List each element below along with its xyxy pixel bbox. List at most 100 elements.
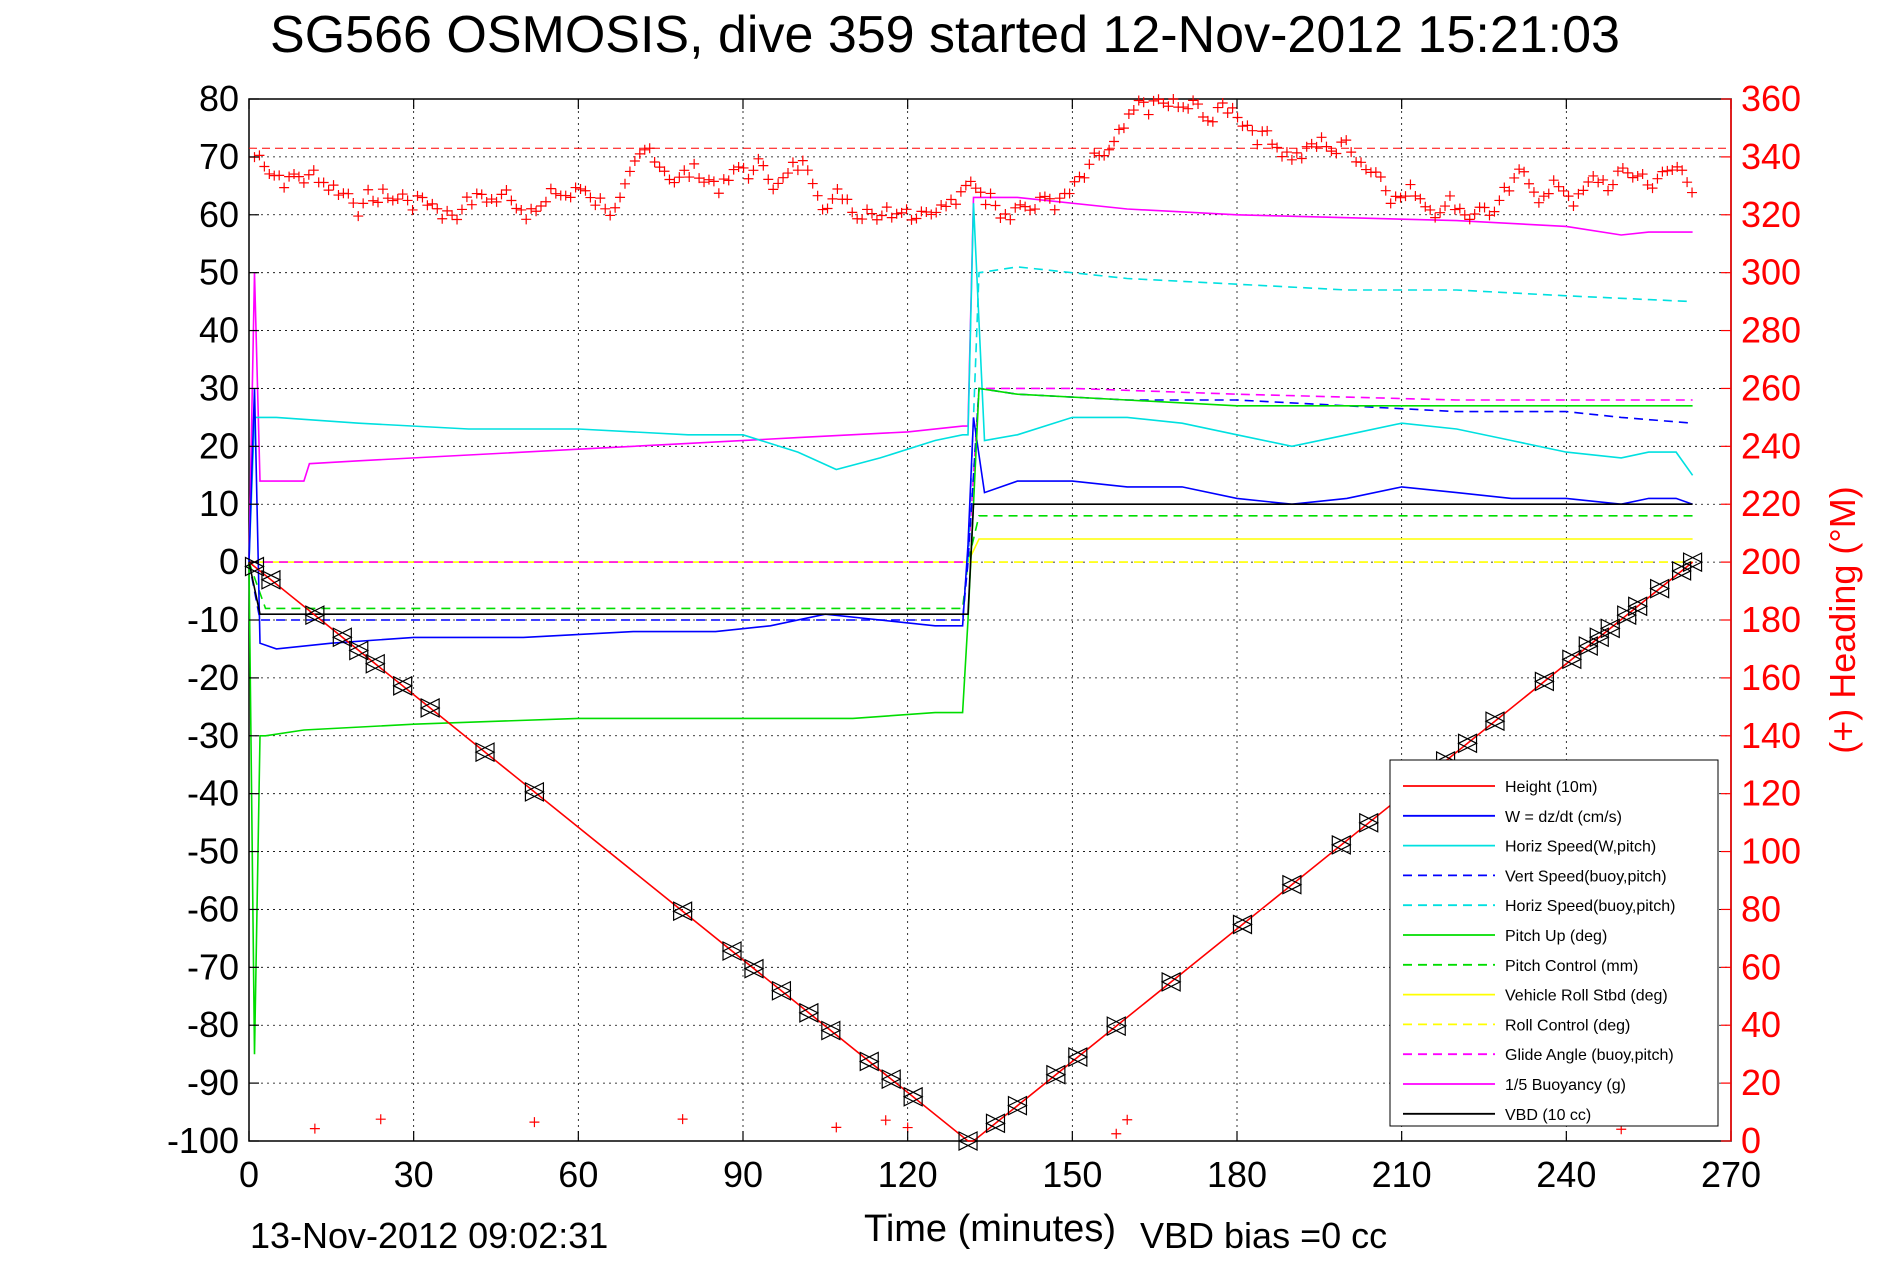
heading-marker: [817, 204, 828, 215]
heading-marker: [832, 183, 843, 194]
heading-marker: [422, 200, 433, 211]
x-tick-label: 120: [878, 1154, 938, 1195]
legend-label: Glide Angle (buoy,pitch): [1505, 1047, 1674, 1064]
heading-marker: [931, 207, 942, 218]
heading-marker: [916, 206, 927, 217]
heading-marker: [1212, 102, 1223, 113]
y2-tick-label: 260: [1741, 367, 1801, 408]
series-line: [248, 387, 1693, 1055]
heading-marker: [1030, 204, 1041, 215]
heading-marker: [540, 196, 551, 207]
heading-marker: [634, 148, 645, 159]
y2-axis-label: (+) Heading (°M): [1822, 486, 1863, 753]
heading-marker: [1143, 109, 1154, 120]
height-marker: [1649, 578, 1670, 599]
height-marker: [304, 605, 325, 626]
heading-marker: [1677, 165, 1688, 176]
heading-marker: [1321, 141, 1332, 152]
heading-marker: [1528, 187, 1539, 198]
footer-timestamp: 13-Nov-2012 09:02:31: [250, 1215, 608, 1256]
heading-marker: [1662, 165, 1673, 176]
x-tick-label: 30: [394, 1154, 434, 1195]
heading-marker: [461, 192, 472, 203]
heading-marker: [773, 178, 784, 189]
heading-marker: [857, 214, 868, 225]
x-tick-label: 180: [1207, 1154, 1267, 1195]
heading-marker: [570, 182, 581, 193]
height-marker: [524, 781, 545, 802]
heading-marker: [921, 206, 932, 217]
heading-marker: [1543, 188, 1554, 199]
heading-marker: [1099, 150, 1110, 161]
heading-marker: [412, 190, 423, 201]
heading-marker: [1603, 185, 1614, 196]
y-tick-label: -90: [187, 1062, 239, 1103]
heading-marker: [526, 203, 537, 214]
heading-marker: [847, 207, 858, 218]
legend-item: Roll Control (deg): [1403, 1017, 1630, 1034]
y-tick-label: -70: [187, 946, 239, 987]
heading-marker: [387, 195, 398, 206]
heading-marker: [1469, 209, 1480, 220]
heading-marker: [758, 160, 769, 171]
heading-marker: [708, 176, 719, 187]
heading-marker: [1504, 185, 1515, 196]
heading-marker: [778, 172, 789, 183]
height-marker: [798, 1002, 819, 1023]
height-marker: [771, 980, 792, 1001]
heading-marker: [442, 205, 453, 216]
height-marker: [1599, 618, 1620, 639]
heading-marker: [1578, 185, 1589, 196]
height-marker: [419, 697, 440, 718]
heading-marker: [1193, 99, 1204, 110]
heading-marker: [375, 1114, 386, 1125]
heading-marker: [1089, 148, 1100, 159]
heading-marker: [619, 178, 630, 189]
heading-marker: [1548, 175, 1559, 186]
heading-marker: [669, 177, 680, 188]
heading-marker: [1395, 192, 1406, 203]
heading-marker: [880, 1115, 891, 1126]
legend: Height (10m) W = dz/dt (cm/s) Horiz Speed(…: [1389, 759, 1719, 1127]
heading-marker: [1133, 95, 1144, 106]
heading-marker: [831, 1122, 842, 1133]
heading-marker: [985, 188, 996, 199]
heading-marker: [1039, 191, 1050, 202]
heading-marker: [891, 208, 902, 219]
legend-item: Horiz Speed(buoy,pitch): [1403, 898, 1675, 915]
heading-marker: [822, 203, 833, 214]
heading-marker: [1336, 137, 1347, 148]
heading-marker: [560, 190, 571, 201]
y2-tick-label: 0: [1741, 1120, 1761, 1161]
heading-marker: [1207, 116, 1218, 127]
height-marker: [1627, 596, 1648, 617]
footer-vbd-bias: VBD bias =0 cc: [1140, 1215, 1387, 1256]
height-marker: [721, 941, 742, 961]
heading-marker: [768, 184, 779, 195]
heading-marker: [318, 177, 329, 188]
y2-tick-label: 100: [1741, 831, 1801, 872]
height-marker: [1682, 552, 1703, 573]
heading-marker: [1113, 124, 1124, 135]
legend-label: Horiz Speed(W,pitch): [1505, 839, 1656, 856]
heading-marker: [343, 188, 354, 199]
height-marker: [260, 569, 281, 590]
heading-marker: [1227, 102, 1238, 113]
series-line: [249, 538, 1693, 563]
y2-tick-label: 240: [1741, 425, 1801, 466]
height-marker: [348, 640, 369, 661]
heading-marker: [802, 165, 813, 176]
heading-marker: [955, 186, 966, 197]
heading-marker: [432, 203, 443, 214]
series-line: [248, 561, 1694, 1142]
heading-marker: [862, 204, 873, 215]
y-tick-label: -40: [187, 773, 239, 814]
heading-marker: [797, 155, 808, 166]
heading-marker: [397, 189, 408, 200]
height-marker: [902, 1086, 923, 1107]
heading-marker: [748, 165, 759, 176]
heading-marker: [753, 153, 764, 164]
heading-marker: [1647, 183, 1658, 194]
heading-marker: [871, 214, 882, 225]
heading-marker: [348, 198, 359, 209]
